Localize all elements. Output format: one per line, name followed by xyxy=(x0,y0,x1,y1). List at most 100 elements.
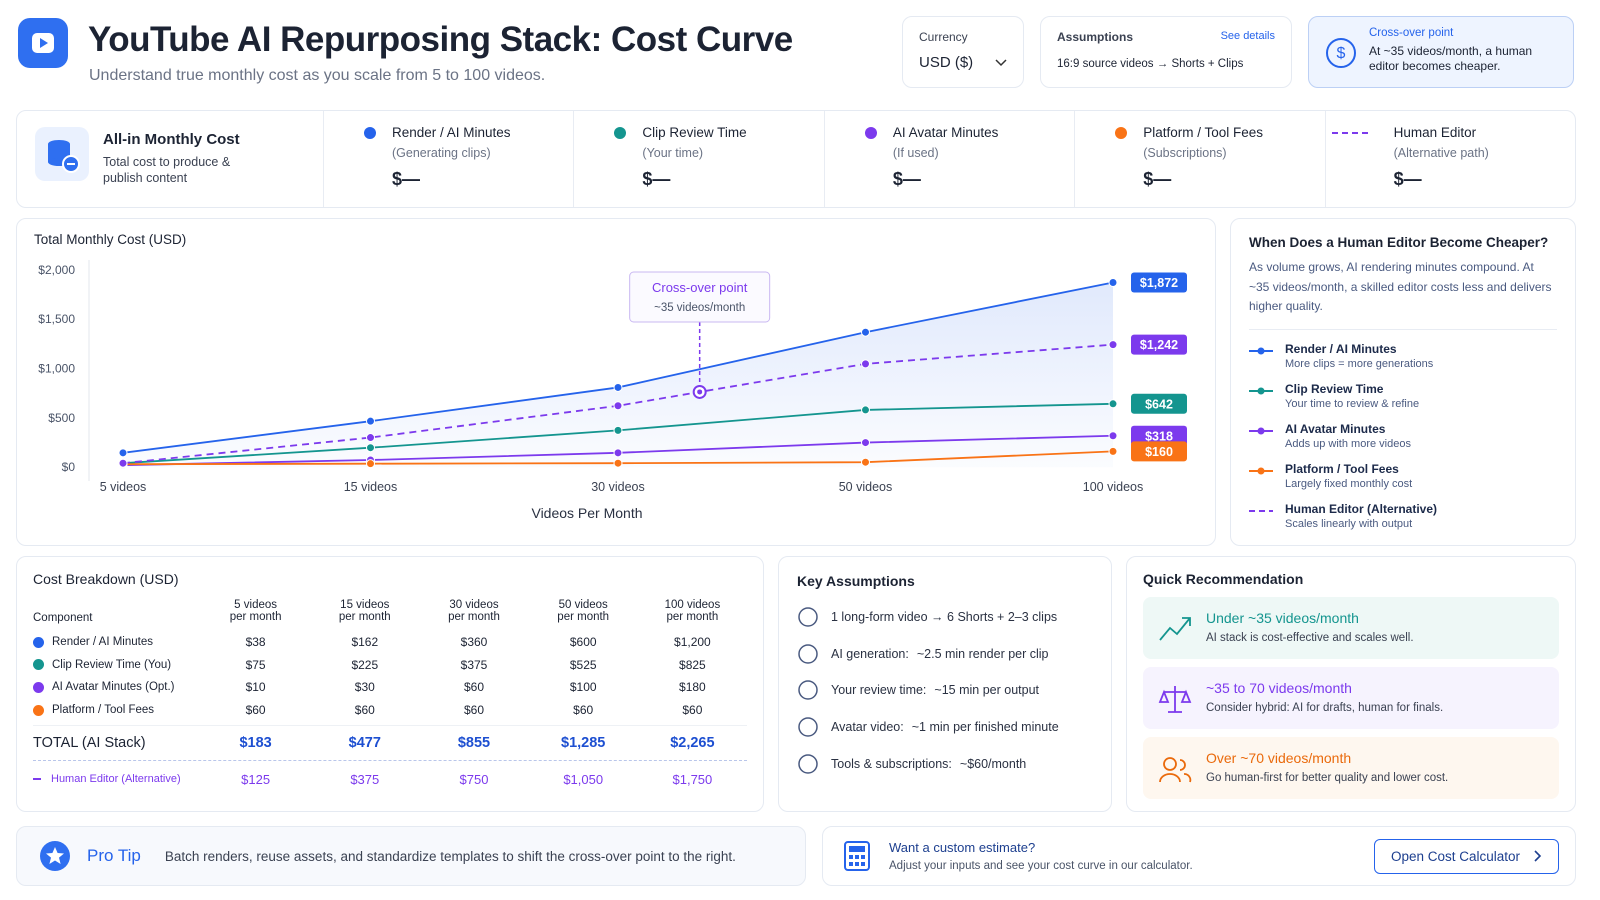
legend-name: AI Avatar Minutes xyxy=(1285,421,1386,436)
cell: $162 xyxy=(351,635,379,650)
cell: $10 xyxy=(245,680,266,695)
data-point xyxy=(366,416,375,426)
item-value: $— xyxy=(1393,169,1422,189)
chart-title: Total Monthly Cost (USD) xyxy=(34,232,186,247)
chart-card: Total Monthly Cost (USD) $0 $500 $1,000 $1,5… xyxy=(16,218,1216,546)
ka-list: 1 long-form video → 6 Shorts + 2–3 clips… xyxy=(797,599,1093,782)
value-label-bg xyxy=(1131,334,1187,355)
marker-dot xyxy=(364,127,376,139)
data-point xyxy=(861,327,870,337)
row-name: AI Avatar Minutes (Opt.) xyxy=(52,681,175,694)
currency-row: USD ($) xyxy=(919,54,1007,71)
header-cell: 30 videos per month xyxy=(419,599,528,623)
x-tick-label: 100 videos xyxy=(1083,480,1143,494)
calc-icon xyxy=(844,841,870,871)
icon-shape xyxy=(1158,686,1192,713)
legend-item: Render / AI Minutes More clips = more gen… xyxy=(1249,342,1557,370)
rec-icon xyxy=(1159,617,1191,641)
assumption-label: Your review time: xyxy=(831,683,927,698)
summary-item: Render / AI Minutes (Generating clips) $— xyxy=(323,111,573,207)
legend-item: AI Avatar Minutes Adds up with more video… xyxy=(1249,422,1557,450)
data-point xyxy=(861,457,870,467)
x-tick-label: 5 videos xyxy=(100,480,147,494)
assumption-value: ~$60/month xyxy=(959,756,1027,771)
logo xyxy=(18,18,68,68)
assumptions-panel: Key Assumptions 1 long-form video → 6 Sh… xyxy=(778,556,1112,812)
crossover-card: $ Cross-over point At ~35 videos/month, … xyxy=(1308,16,1574,88)
assumption-label: Avatar video: xyxy=(831,720,904,735)
data-point xyxy=(118,448,128,458)
table-row: Render / AI Minutes $38 $162 $360 $600 $1,200 xyxy=(33,631,747,654)
assumption-icon xyxy=(798,753,818,774)
item-name: Human Editor xyxy=(1393,125,1477,140)
value-label-bg xyxy=(1131,425,1187,446)
legend-item: Platform / Tool Fees Largely fixed monthl… xyxy=(1249,462,1557,490)
cell: $60 xyxy=(573,703,594,718)
item-value: $— xyxy=(892,169,921,189)
table-title: Cost Breakdown (USD) xyxy=(33,571,179,587)
cell: $75 xyxy=(245,657,266,672)
custom-title: Want a custom estimate? xyxy=(889,840,1036,855)
value-label: $318 xyxy=(1145,429,1173,443)
page-title: YouTube AI Repurposing Stack: Cost Curve xyxy=(88,20,793,59)
legend-text: Render / AI Minutes More clips = more gen… xyxy=(1285,342,1433,370)
total-cell: $855 xyxy=(457,735,491,752)
x-axis-title: Videos Per Month xyxy=(531,505,642,521)
item-value: $— xyxy=(642,169,671,189)
cell: $60 xyxy=(463,703,484,718)
data-point xyxy=(118,458,128,468)
cell: $375 xyxy=(460,657,488,672)
value-label: $1,242 xyxy=(1140,338,1178,352)
pro-tip: Pro Tip Batch renders, reuse assets, and… xyxy=(16,826,806,886)
header-line: 100 videos xyxy=(664,599,721,611)
total-row: TOTAL (AI Stack) $183 $477 $855 $1,285 $2,265 xyxy=(33,725,747,762)
cell: $525 xyxy=(569,657,597,672)
currency-select[interactable]: Currency USD ($) xyxy=(902,16,1024,88)
logo-icon xyxy=(32,33,54,53)
row-label: Platform / Tool Fees xyxy=(33,704,201,716)
summary-title: All-in Monthly Cost xyxy=(103,131,240,148)
item-note: (If used) xyxy=(892,146,939,160)
row-name: Render / AI Minutes xyxy=(52,636,153,649)
rec-text: Go human-first for better quality and lo… xyxy=(1206,772,1449,784)
chevron xyxy=(995,58,1007,66)
cell: $600 xyxy=(569,635,597,650)
cell: $225 xyxy=(351,657,379,672)
ka-title: Key Assumptions xyxy=(797,573,915,589)
total-cell: $2,265 xyxy=(670,735,715,752)
icon-shape xyxy=(1159,757,1192,783)
icon-ring xyxy=(798,753,818,774)
calculator-button[interactable]: Open Cost Calculator xyxy=(1373,838,1559,874)
cell: $60 xyxy=(245,703,266,718)
legend-swatch xyxy=(1249,467,1273,474)
legend-marker xyxy=(864,127,877,139)
legend-text: Clip Review Time Your time to review & re… xyxy=(1285,382,1419,410)
total-cell: $1,285 xyxy=(561,735,606,752)
svg-text:$: $ xyxy=(1337,45,1346,62)
see-details-link[interactable]: See details xyxy=(1220,30,1275,42)
legend-name: Render / AI Minutes xyxy=(1285,341,1397,356)
rec-text: AI stack is cost-effective and scales we… xyxy=(1206,632,1414,644)
cell: $60 xyxy=(682,703,703,718)
assumption-icon xyxy=(798,680,818,701)
item-note: (Your time) xyxy=(642,146,704,160)
alt-cell: $750 xyxy=(459,771,489,787)
assumption-value: ~15 min per output xyxy=(934,683,1040,698)
data-point xyxy=(366,443,375,453)
header-line: 30 videos xyxy=(449,599,499,611)
rec-icon xyxy=(1158,686,1192,713)
assumption: Tools & subscriptions: ~$60/month xyxy=(797,745,1093,782)
header-cell: 15 videos per month xyxy=(310,599,419,623)
header-line: per month xyxy=(557,611,610,623)
rec-card: ~35 to 70 videos/month Consider hybrid: A… xyxy=(1143,667,1559,729)
swatch-dot xyxy=(1257,427,1265,434)
table-row: Clip Review Time (You) $75 $225 $375 $525 $82… xyxy=(33,654,747,677)
data-point xyxy=(861,359,870,369)
annotation-title: Cross-over point xyxy=(652,280,748,295)
alt-cell: $125 xyxy=(241,771,271,787)
assumption-icon xyxy=(798,607,818,628)
y-tick-label: $0 xyxy=(62,460,76,474)
table-row: Platform / Tool Fees $60 $60 $60 $60 $60 xyxy=(33,699,747,722)
pro-tip-title: Pro Tip xyxy=(87,846,141,865)
header-line: per month xyxy=(448,611,500,623)
